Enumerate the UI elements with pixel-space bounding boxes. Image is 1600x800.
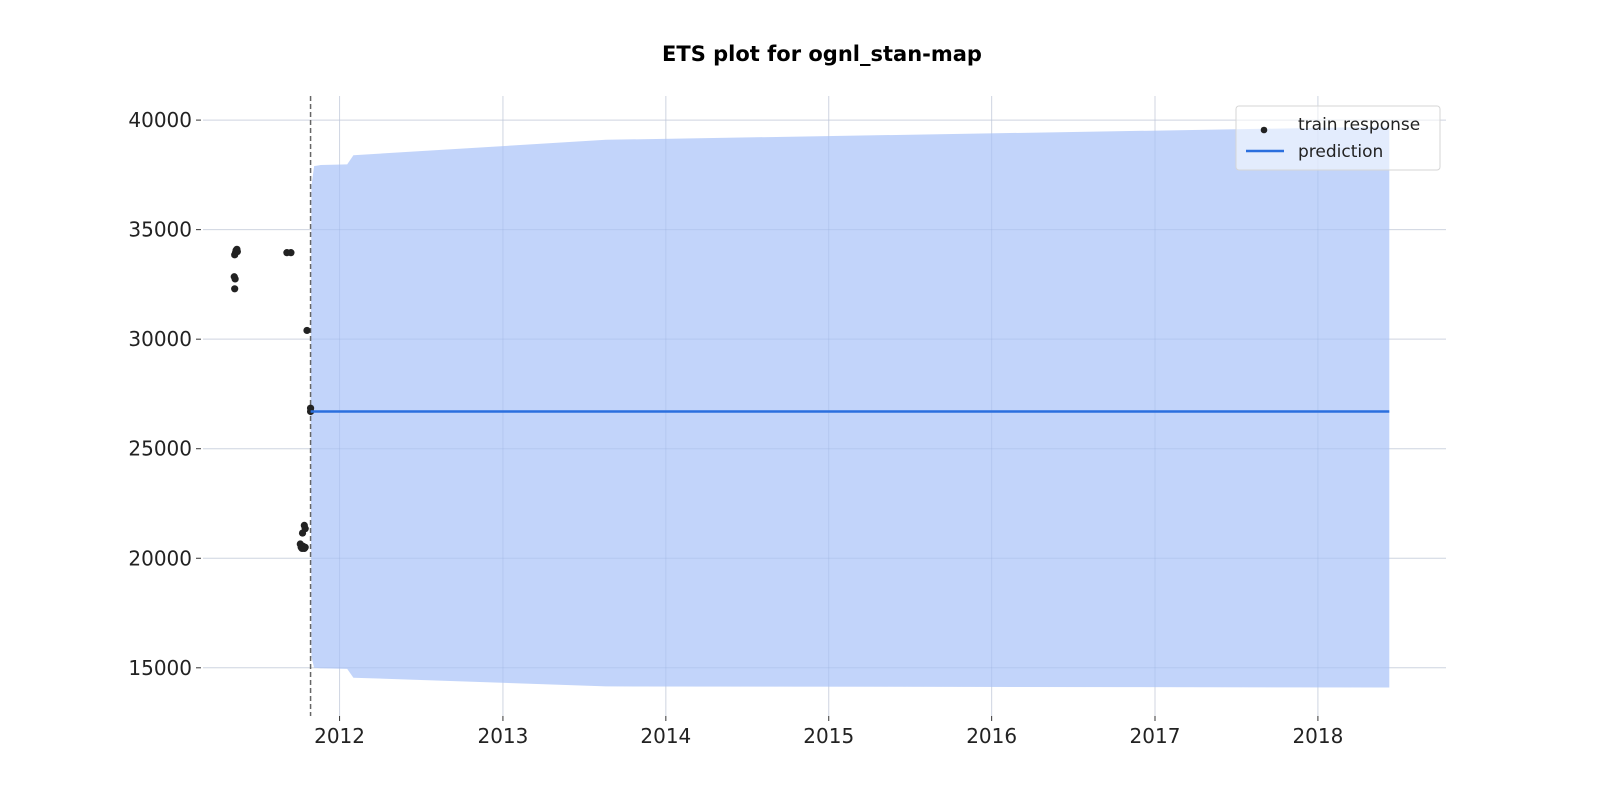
x-tick-label: 2014 xyxy=(640,724,691,748)
train-response-point xyxy=(233,247,241,256)
x-tick-label: 2016 xyxy=(966,724,1017,748)
x-tick-label: 2015 xyxy=(803,724,854,748)
y-axis: 15000 20000 25000 30000 35000 40000 xyxy=(128,108,201,680)
train-response-point xyxy=(301,543,309,551)
x-tick-label: 2017 xyxy=(1130,724,1181,748)
series-marks xyxy=(230,96,1390,716)
legend-label: prediction xyxy=(1298,142,1383,162)
train-response-point xyxy=(303,326,311,335)
x-axis: 2012 2013 2014 2015 2016 2017 2018 xyxy=(314,716,1343,748)
prediction-interval-area xyxy=(310,126,1390,688)
y-tick-label: 15000 xyxy=(128,656,192,680)
x-tick-label: 2018 xyxy=(1292,724,1343,748)
y-tick-label: 25000 xyxy=(128,437,192,461)
y-tick-label: 35000 xyxy=(128,218,192,242)
y-tick-label: 30000 xyxy=(128,327,192,351)
train-response-point xyxy=(231,275,239,283)
chart-title: ETS plot for ognl_stan-map xyxy=(662,42,982,66)
legend-box xyxy=(1235,105,1441,171)
train-response-point xyxy=(231,285,239,293)
prediction-interval xyxy=(203,96,1446,716)
legend-label: train response xyxy=(1298,115,1420,135)
legend-marker-scatter xyxy=(1260,126,1268,134)
x-tick-label: 2013 xyxy=(477,724,528,748)
train-response-point xyxy=(287,249,295,257)
y-tick-label: 40000 xyxy=(128,108,192,132)
train-response-point xyxy=(298,529,307,537)
x-tick-label: 2012 xyxy=(314,724,365,748)
legend: train response prediction xyxy=(1235,105,1441,171)
y-tick-label: 20000 xyxy=(128,546,192,570)
train-response-point xyxy=(306,407,315,416)
